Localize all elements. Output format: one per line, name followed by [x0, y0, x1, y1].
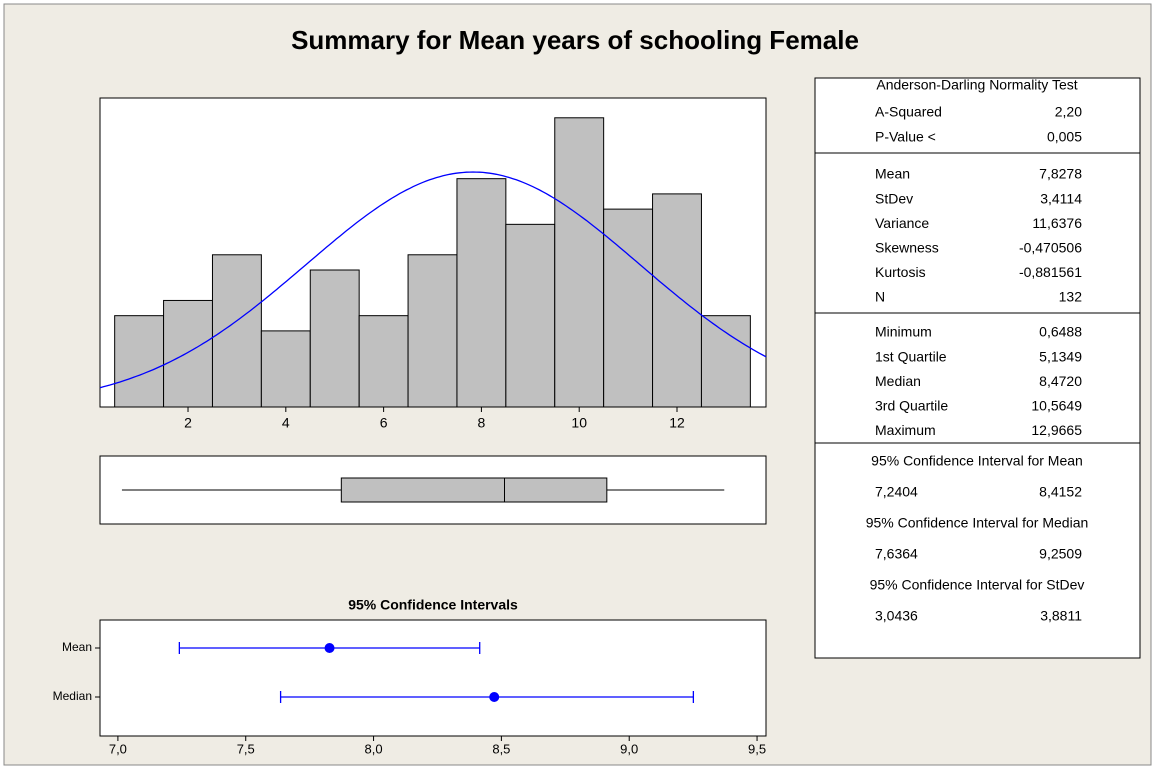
y-tick-label: Mean — [62, 640, 92, 654]
estimate-point — [324, 643, 335, 653]
interval-low: 7,2404 — [875, 484, 918, 500]
stat-label: Kurtosis — [875, 264, 926, 280]
stat-label: Median — [875, 373, 921, 389]
stats-panel — [814, 77, 1141, 659]
stat-value: -0,470506 — [1019, 240, 1082, 256]
x-tick-label: 2 — [184, 415, 192, 431]
stat-value: 0,6488 — [1039, 324, 1082, 340]
histogram-bar — [652, 193, 702, 408]
interval-high: 3,8811 — [1040, 608, 1082, 624]
histogram-bar — [700, 315, 751, 408]
x-tick-label: 9,5 — [748, 741, 766, 756]
normal-curve — [99, 171, 767, 389]
x-tick-label: 9,0 — [620, 741, 638, 756]
stat-value: 10,5649 — [1031, 398, 1082, 414]
interval-high: 9,2509 — [1039, 546, 1082, 562]
stat-label: P-Value < — [875, 128, 936, 144]
x-tick-label: 6 — [380, 415, 388, 431]
x-tick-label: 4 — [282, 415, 290, 431]
interval-low: 3,0436 — [875, 608, 918, 624]
page-title: Summary for Mean years of schooling Fema… — [291, 25, 859, 55]
histogram-bar — [456, 178, 507, 408]
y-tick-label: Median — [53, 689, 92, 703]
stat-label: Maximum — [875, 422, 936, 438]
x-tick-label: 7,0 — [109, 741, 127, 756]
x-tick-label: 8,5 — [492, 741, 510, 756]
estimate-point — [489, 692, 500, 702]
box — [340, 477, 608, 503]
stat-value: 11,6376 — [1032, 215, 1082, 231]
stat-label: N — [875, 289, 885, 305]
histogram-bar — [260, 330, 311, 408]
stat-label: Skewness — [875, 240, 939, 256]
stat-value: -0,881561 — [1019, 264, 1082, 280]
stat-label: 1st Quartile — [875, 348, 947, 364]
stat-value: 0,005 — [1047, 128, 1082, 144]
interval-high: 8,4152 — [1039, 484, 1082, 500]
stat-value: 3,4114 — [1040, 190, 1082, 206]
interval-label: 95% Confidence Interval for Mean — [871, 453, 1083, 469]
stats-title: Anderson-Darling Normality Test — [876, 77, 1077, 93]
x-tick-label: 12 — [669, 415, 685, 431]
stat-label: A-Squared — [875, 104, 942, 120]
x-tick-label: 10 — [571, 415, 587, 431]
interval-low: 7,6364 — [875, 546, 918, 562]
stat-label: StDev — [875, 190, 913, 206]
stat-value: 132 — [1059, 289, 1083, 305]
histogram-bar — [505, 223, 556, 408]
stat-value: 5,1349 — [1039, 348, 1082, 364]
interval-panel — [99, 619, 767, 737]
interval-label: 95% Confidence Interval for StDev — [870, 577, 1085, 593]
histogram-bar — [554, 117, 605, 408]
x-tick-label: 8 — [478, 415, 486, 431]
stat-value: 2,20 — [1055, 104, 1082, 120]
histogram-bar — [358, 315, 409, 408]
stat-label: Minimum — [875, 324, 932, 340]
stat-value: 12,9665 — [1031, 422, 1082, 438]
histogram-bar — [114, 315, 165, 408]
x-tick-label: 8,0 — [365, 741, 383, 756]
stat-value: 8,4720 — [1039, 373, 1082, 389]
stat-label: Mean — [875, 166, 910, 182]
stat-label: Variance — [875, 215, 929, 231]
stat-label: 3rd Quartile — [875, 398, 948, 414]
x-tick-label: 7,5 — [237, 741, 255, 756]
histogram-bar — [211, 254, 262, 408]
histogram-bar — [407, 254, 458, 408]
histogram-bar — [309, 269, 360, 408]
histogram-bar — [603, 208, 654, 408]
histogram-bar — [163, 299, 213, 408]
interval-label: 95% Confidence Interval for Median — [866, 515, 1089, 531]
stat-value: 7,8278 — [1039, 166, 1082, 182]
interval-title: 95% Confidence Intervals — [348, 597, 518, 613]
